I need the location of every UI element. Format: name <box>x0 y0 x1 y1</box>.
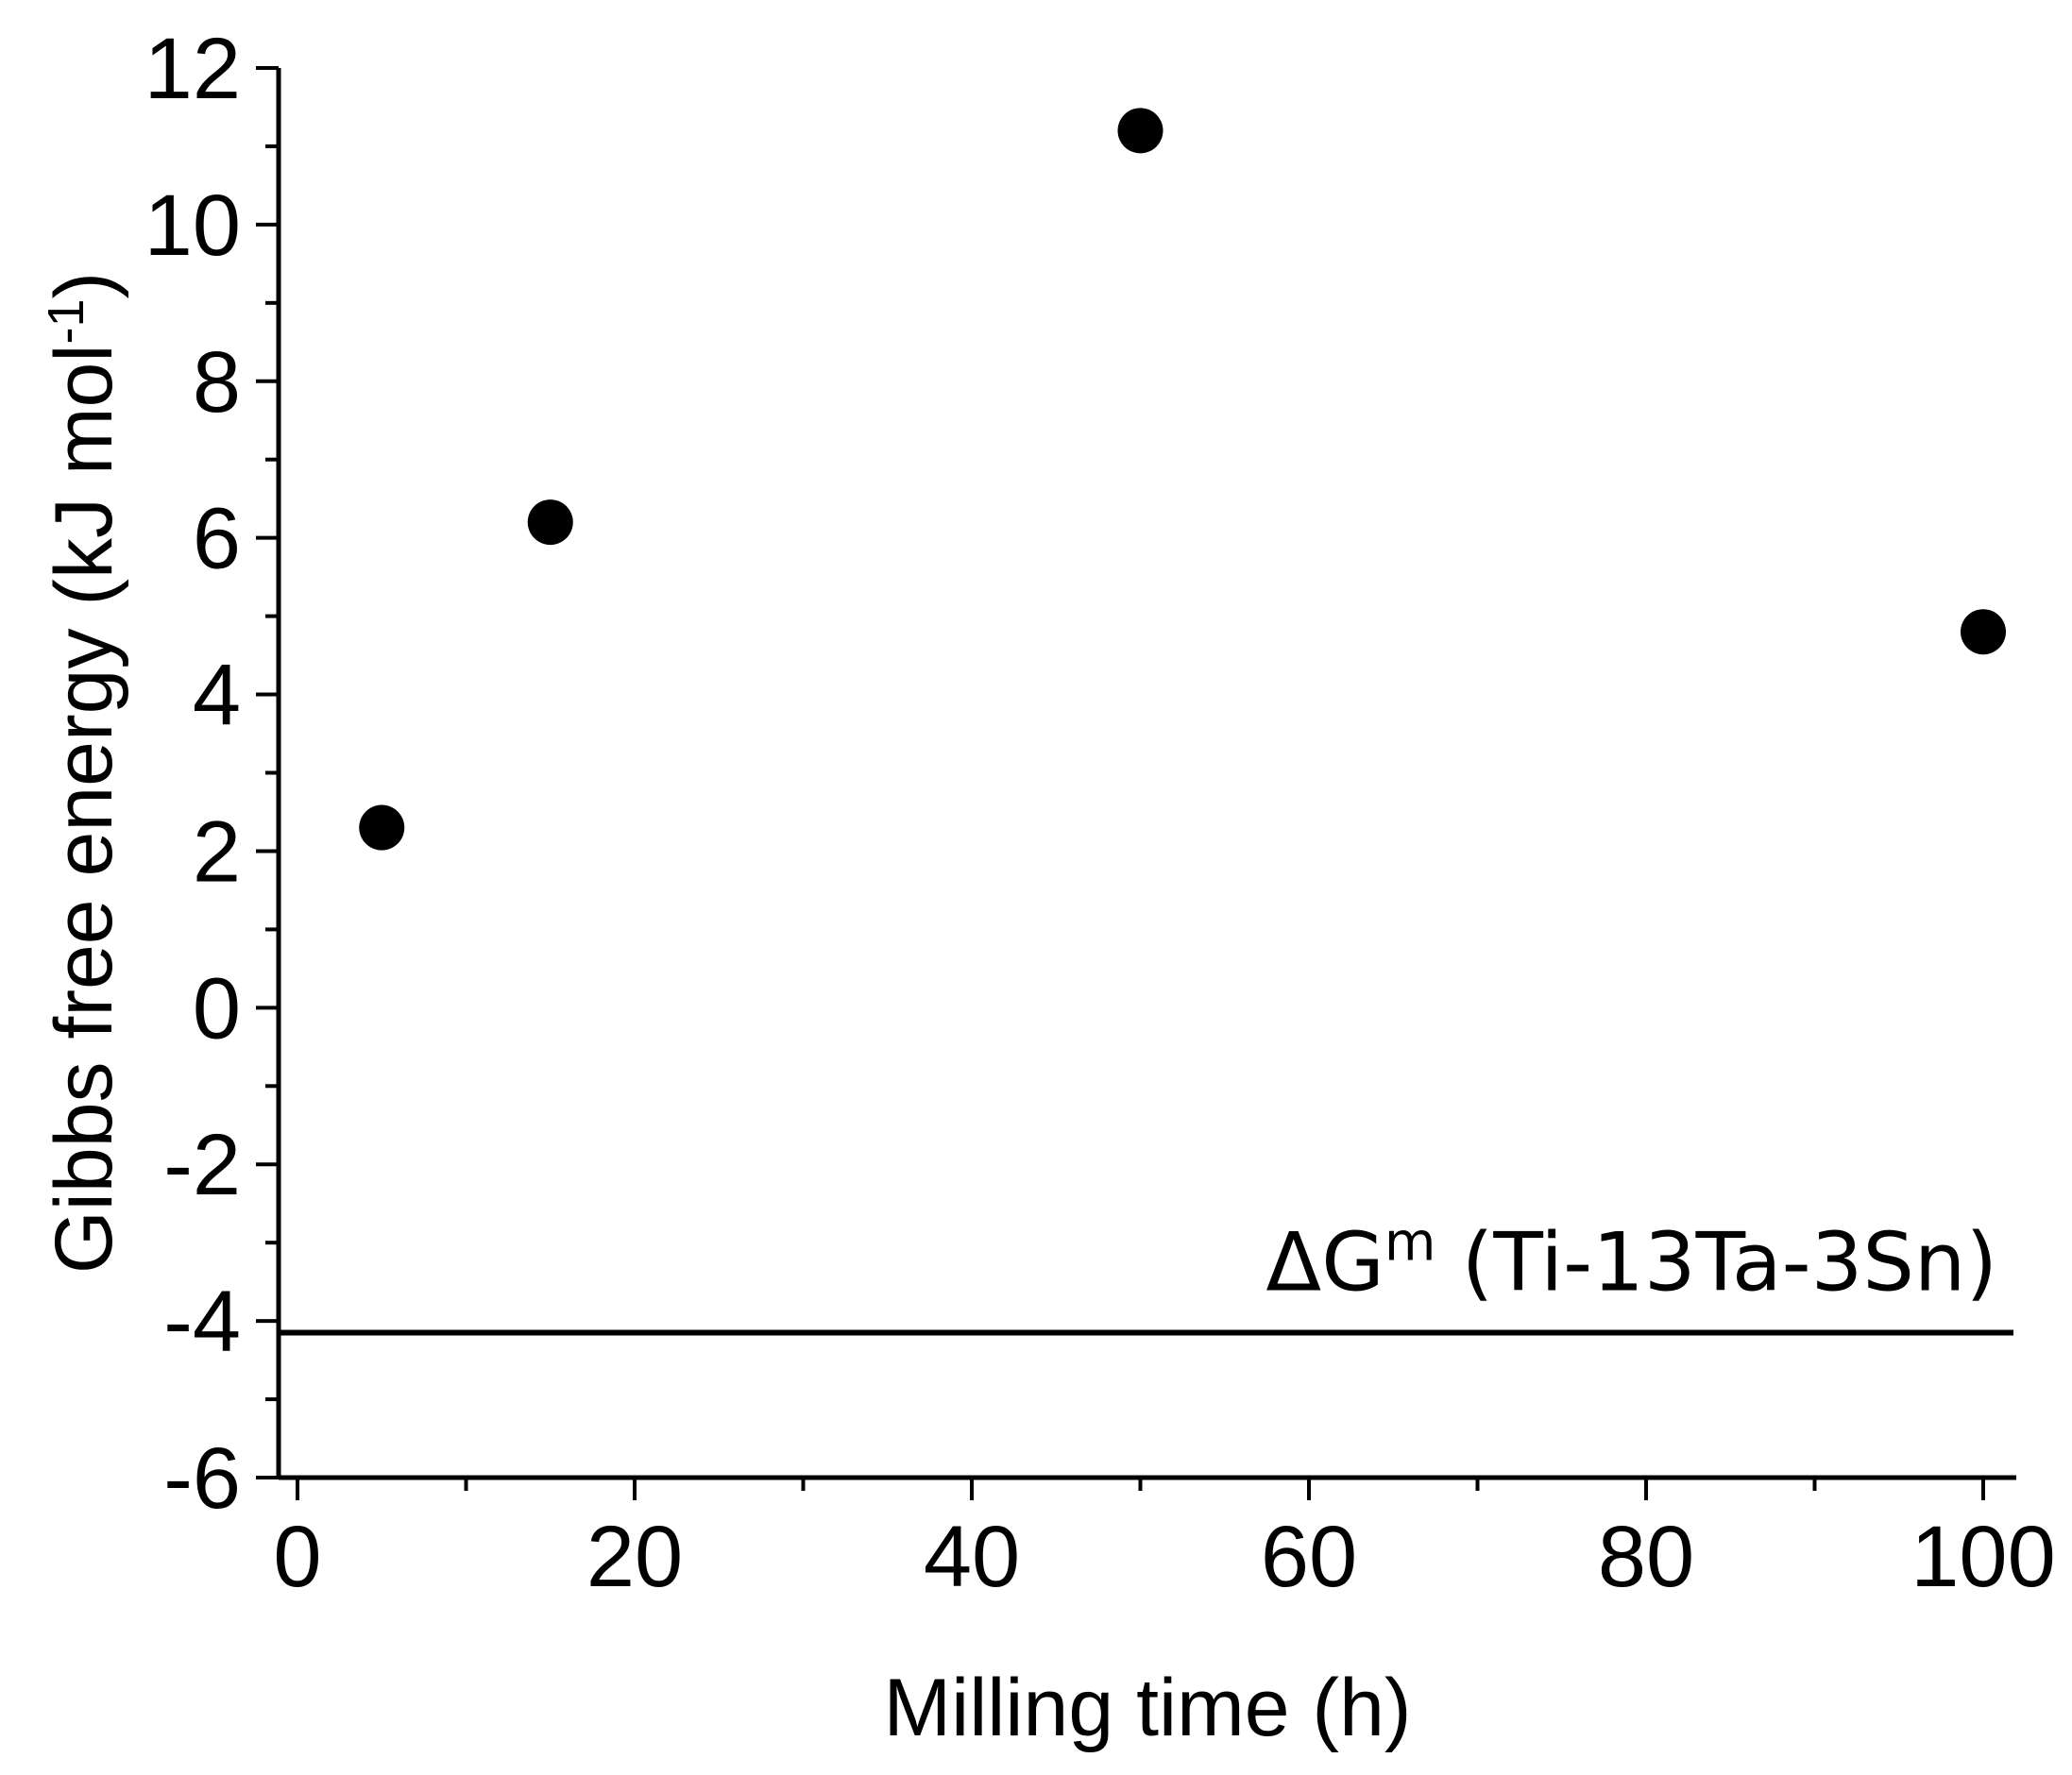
y-tick-label: 8 <box>193 334 241 431</box>
x-tick-label: 100 <box>1911 1509 2056 1605</box>
reference-label-delta: ΔG <box>1265 1216 1384 1310</box>
y-axis-ticks: -6 -4 -2 0 2 4 6 8 10 12 <box>144 21 279 1527</box>
y-tick-label: 12 <box>144 21 241 117</box>
data-point <box>1961 609 2006 655</box>
reference-label-rest: (Ti-13Ta-3Sn) <box>1435 1216 1997 1310</box>
y-tick-label: -6 <box>163 1430 241 1527</box>
y-tick-label: -4 <box>163 1274 241 1370</box>
y-tick-label: 6 <box>193 491 241 587</box>
x-tick-label: 0 <box>273 1509 321 1605</box>
y-axis-title-main: Gibbs free energy (kJ mol <box>39 345 129 1275</box>
x-tick-label: 20 <box>586 1509 683 1605</box>
reference-label-superscript: m <box>1384 1212 1436 1274</box>
y-axis-title-superscript: -1 <box>38 299 94 345</box>
x-axis-ticks: 0 20 40 60 80 100 <box>273 1478 2056 1605</box>
y-tick-label: 2 <box>193 803 241 900</box>
y-tick-label: 10 <box>144 178 241 274</box>
x-tick-label: 60 <box>1261 1509 1357 1605</box>
y-axis-title: Gibbs free energy (kJ mol-1) <box>38 272 129 1274</box>
data-point <box>527 499 573 546</box>
data-points <box>359 108 2006 851</box>
x-tick-label: 40 <box>924 1509 1020 1605</box>
y-axis-title-close: ) <box>39 272 129 299</box>
y-tick-label: -2 <box>163 1117 241 1213</box>
data-point <box>359 804 405 851</box>
reference-line-label: ΔGm (Ti-13Ta-3Sn) <box>1265 1212 1997 1310</box>
y-tick-label: 0 <box>193 960 241 1057</box>
x-tick-label: 80 <box>1598 1509 1694 1605</box>
data-point <box>1117 108 1163 154</box>
x-axis-title: Milling time (h) <box>883 1663 1411 1753</box>
y-tick-label: 4 <box>193 648 241 744</box>
